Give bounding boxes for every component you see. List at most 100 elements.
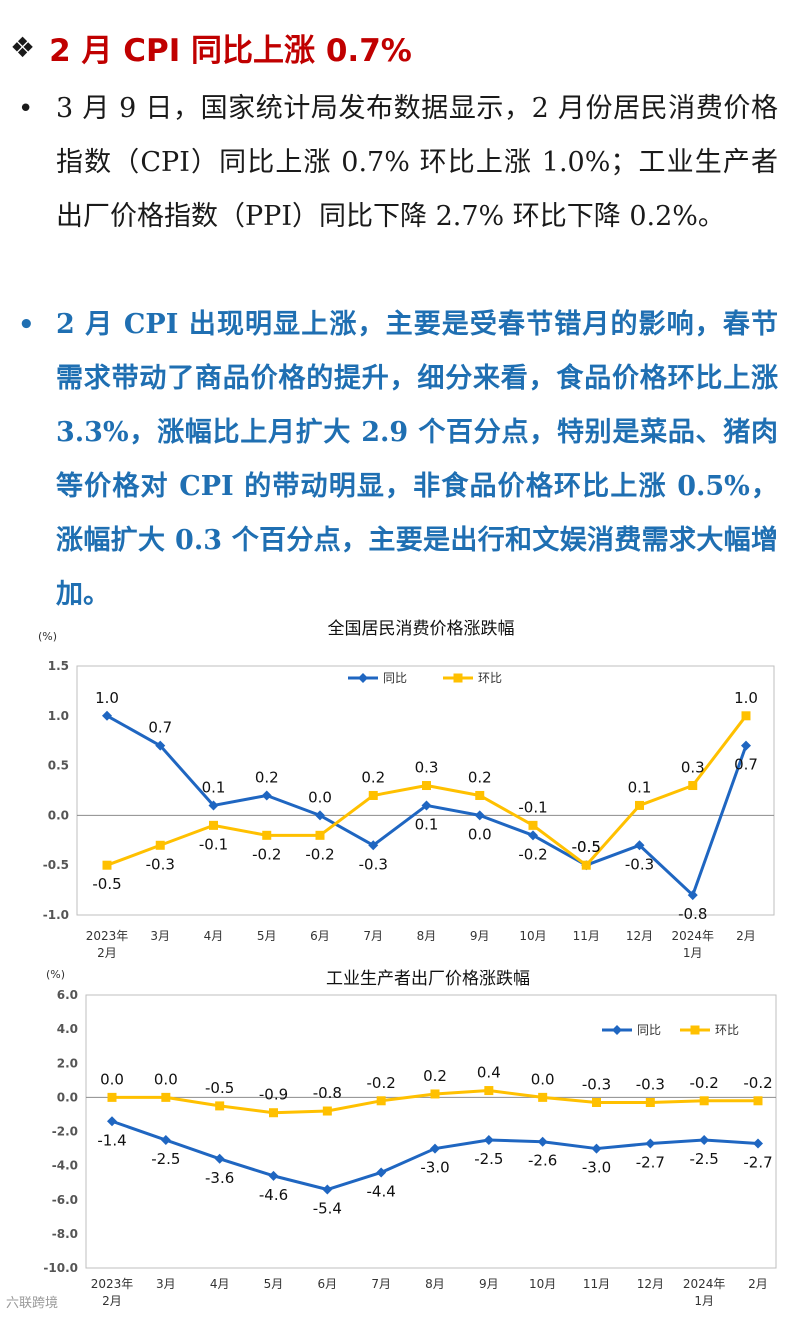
data-label: 0.3 bbox=[681, 759, 705, 777]
x-tick-label: 2月 bbox=[736, 929, 756, 943]
data-point bbox=[422, 781, 431, 791]
data-point bbox=[645, 1097, 655, 1107]
data-label: -0.1 bbox=[518, 798, 547, 816]
data-label: 1.0 bbox=[734, 689, 758, 707]
data-point bbox=[209, 820, 218, 830]
y-tick-label: 1.0 bbox=[48, 709, 69, 723]
data-point bbox=[634, 840, 645, 851]
data-point bbox=[315, 810, 325, 821]
data-label: -2.5 bbox=[690, 1150, 719, 1168]
x-tick-label: 3月 bbox=[150, 929, 170, 943]
data-label: 0.0 bbox=[531, 1070, 555, 1088]
plot-frame bbox=[85, 994, 777, 1269]
data-label: -0.2 bbox=[367, 1074, 396, 1092]
legend-marker-同比 bbox=[358, 673, 368, 683]
data-label: -0.5 bbox=[92, 875, 121, 893]
data-point bbox=[322, 1184, 333, 1195]
data-point bbox=[269, 1108, 278, 1118]
data-label: 0.7 bbox=[734, 756, 758, 774]
x-tick-label: 8月 bbox=[417, 929, 437, 943]
data-point bbox=[368, 840, 379, 851]
data-point bbox=[581, 860, 591, 870]
x-tick-label: 12月 bbox=[626, 929, 653, 943]
page-title: 2 月 CPI 同比上涨 0.7% bbox=[49, 32, 412, 69]
data-label: 0.3 bbox=[415, 759, 439, 777]
cpi-chart: 全国居民消费价格涨跌幅 (%) 1.5 1.0 0.5 0.0 -0.5 -1.0 2023年 2… bbox=[38, 619, 775, 960]
x-tick-label: 10月 bbox=[519, 929, 546, 943]
data-point bbox=[261, 790, 272, 801]
data-label: -0.3 bbox=[359, 855, 388, 873]
data-label: 0.1 bbox=[202, 778, 226, 796]
data-point bbox=[687, 890, 698, 901]
y-axis-unit: (%) bbox=[46, 968, 65, 981]
paragraph-1: • 3 月 9 日，国家统计局发布数据显示，2 月份居民消费价格指数（CPI）同… bbox=[18, 82, 778, 244]
x-tick-label: 10月 bbox=[529, 1277, 556, 1291]
legend-marker-同比 bbox=[612, 1025, 622, 1035]
data-point bbox=[268, 1170, 279, 1181]
y-tick-label: -0.5 bbox=[43, 858, 69, 872]
data-label: 0.2 bbox=[255, 768, 279, 786]
data-point bbox=[430, 1143, 440, 1154]
y-tick-label: 0.0 bbox=[57, 1090, 78, 1104]
data-label: 0.7 bbox=[148, 719, 172, 737]
data-label: -0.2 bbox=[690, 1074, 719, 1092]
data-label: -0.3 bbox=[636, 1075, 665, 1093]
data-label: -2.5 bbox=[474, 1150, 503, 1168]
data-label: -1.4 bbox=[97, 1131, 126, 1149]
data-label: -3.6 bbox=[205, 1169, 234, 1187]
x-tick-label: 11月 bbox=[573, 929, 600, 943]
y-tick-label: -10.0 bbox=[43, 1261, 78, 1275]
data-point bbox=[741, 740, 751, 751]
x-tick-label: 2024年 bbox=[671, 929, 714, 943]
data-point bbox=[208, 800, 219, 811]
data-label: -2.6 bbox=[528, 1152, 557, 1170]
data-point bbox=[484, 1086, 494, 1096]
x-tick-label: 9月 bbox=[479, 1277, 499, 1291]
data-point bbox=[688, 781, 698, 791]
x-tick-label: 6月 bbox=[318, 1277, 338, 1291]
data-point bbox=[376, 1167, 387, 1178]
data-point bbox=[645, 1138, 656, 1149]
y-tick-label: 4.0 bbox=[57, 1022, 78, 1036]
x-tick-label: 2023年 bbox=[86, 929, 129, 943]
data-point bbox=[538, 1092, 548, 1102]
data-point bbox=[475, 790, 485, 800]
data-label: 0.1 bbox=[415, 815, 439, 833]
data-label: 0.2 bbox=[468, 768, 492, 786]
x-tick-label: 7月 bbox=[363, 929, 383, 943]
data-label: 0.4 bbox=[477, 1064, 501, 1082]
y-tick-label: -1.0 bbox=[43, 908, 69, 922]
data-point bbox=[107, 1092, 117, 1102]
data-label: -2.5 bbox=[151, 1150, 180, 1168]
data-point bbox=[214, 1153, 225, 1164]
x-tick-label: 12月 bbox=[637, 1277, 664, 1291]
data-label: -0.5 bbox=[572, 838, 601, 856]
bullet-dot-icon: • bbox=[18, 94, 34, 124]
y-axis-unit: (%) bbox=[38, 630, 57, 643]
paragraph-1-text: 3 月 9 日，国家统计局发布数据显示，2 月份居民消费价格指数（CPI）同比上… bbox=[56, 93, 778, 232]
data-point bbox=[368, 790, 378, 800]
data-point bbox=[753, 1096, 763, 1106]
data-label: -0.8 bbox=[313, 1084, 342, 1102]
data-point bbox=[537, 1136, 548, 1147]
y-tick-label: -8.0 bbox=[52, 1227, 78, 1241]
bullet-dot-icon: • bbox=[18, 310, 35, 340]
data-point bbox=[474, 810, 485, 821]
data-point bbox=[155, 740, 166, 751]
data-label: -0.9 bbox=[259, 1086, 288, 1104]
data-label: -0.2 bbox=[305, 845, 334, 863]
data-point bbox=[483, 1135, 494, 1146]
x-tick-label: 2月 bbox=[97, 946, 117, 960]
data-label: 0.2 bbox=[423, 1067, 447, 1085]
x-tick-label: 1月 bbox=[694, 1294, 714, 1308]
x-tick-label: 4月 bbox=[204, 929, 224, 943]
data-label: -0.2 bbox=[743, 1074, 772, 1092]
data-label: 1.0 bbox=[95, 689, 119, 707]
data-point bbox=[699, 1096, 709, 1106]
legend-label: 环比 bbox=[478, 671, 502, 685]
legend-marker-环比 bbox=[690, 1025, 700, 1035]
data-label: 0.0 bbox=[308, 788, 332, 806]
y-tick-label: -4.0 bbox=[52, 1159, 78, 1173]
data-point bbox=[315, 830, 325, 840]
x-tick-label: 7月 bbox=[371, 1277, 391, 1291]
